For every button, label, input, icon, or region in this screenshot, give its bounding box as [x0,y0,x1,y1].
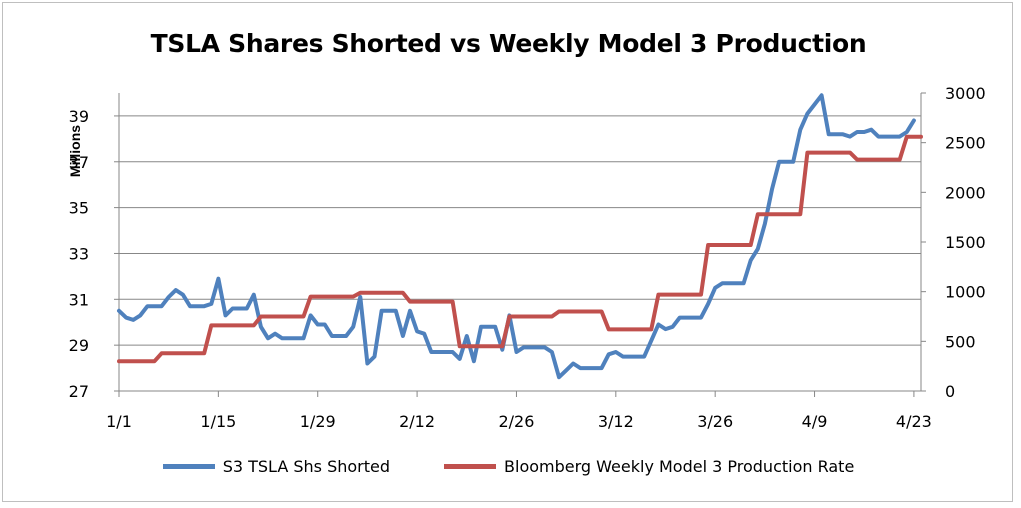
y-right-tick-label: 1000 [945,283,986,302]
y-left-tick-label: 29 [69,336,89,355]
legend-item-shorted: S3 TSLA Shs Shorted [162,457,391,476]
x-tick-label: 3/12 [598,412,634,431]
y-left-tick-label: 33 [69,244,89,263]
x-tick-label: 2/26 [498,412,534,431]
y-left-tick-label: 35 [69,199,89,218]
y-left-tick-label: 27 [69,382,89,401]
legend-swatch-shorted [162,464,215,469]
legend-item-production: Bloomberg Weekly Model 3 Production Rate [444,457,854,476]
x-tick-label: 4/9 [802,412,828,431]
legend: S3 TSLA Shs Shorted Bloomberg Weekly Mod… [3,457,1014,476]
y-right-tick-label: 2000 [945,183,986,202]
y-right-tick-label: 0 [945,382,955,401]
x-tick-label: 3/26 [697,412,733,431]
legend-label-production: Bloomberg Weekly Model 3 Production Rate [504,457,855,476]
x-tick-label: 1/29 [300,412,336,431]
x-tick-label: 1/1 [106,412,132,431]
x-tick-label: 1/15 [200,412,236,431]
chart-title: TSLA Shares Shorted vs Weekly Model 3 Pr… [150,29,867,58]
y-left-tick-label: 39 [69,107,89,126]
x-tick-label: 4/23 [896,412,932,431]
y-right-tick-label: 1500 [945,233,986,252]
y-right-tick-label: 500 [945,332,976,351]
series-line-production [117,134,923,364]
y-left-tick-label: 37 [69,153,89,172]
y-left-tick-label: 31 [69,290,89,309]
y-right-tick-label: 2500 [945,134,986,153]
legend-swatch-production [444,464,497,469]
chart-frame: TSLA Shares Shorted vs Weekly Model 3 Pr… [2,2,1013,502]
series-line-shorted [117,93,916,380]
y-right-tick-label: 3000 [945,84,986,103]
chart-plot: 27 29 31 33 35 37 39 0 500 1000 1500 2000 2500 3000 1/… [69,84,986,431]
legend-label-shorted: S3 TSLA Shs Shorted [222,457,391,476]
x-tick-label: 2/12 [399,412,435,431]
